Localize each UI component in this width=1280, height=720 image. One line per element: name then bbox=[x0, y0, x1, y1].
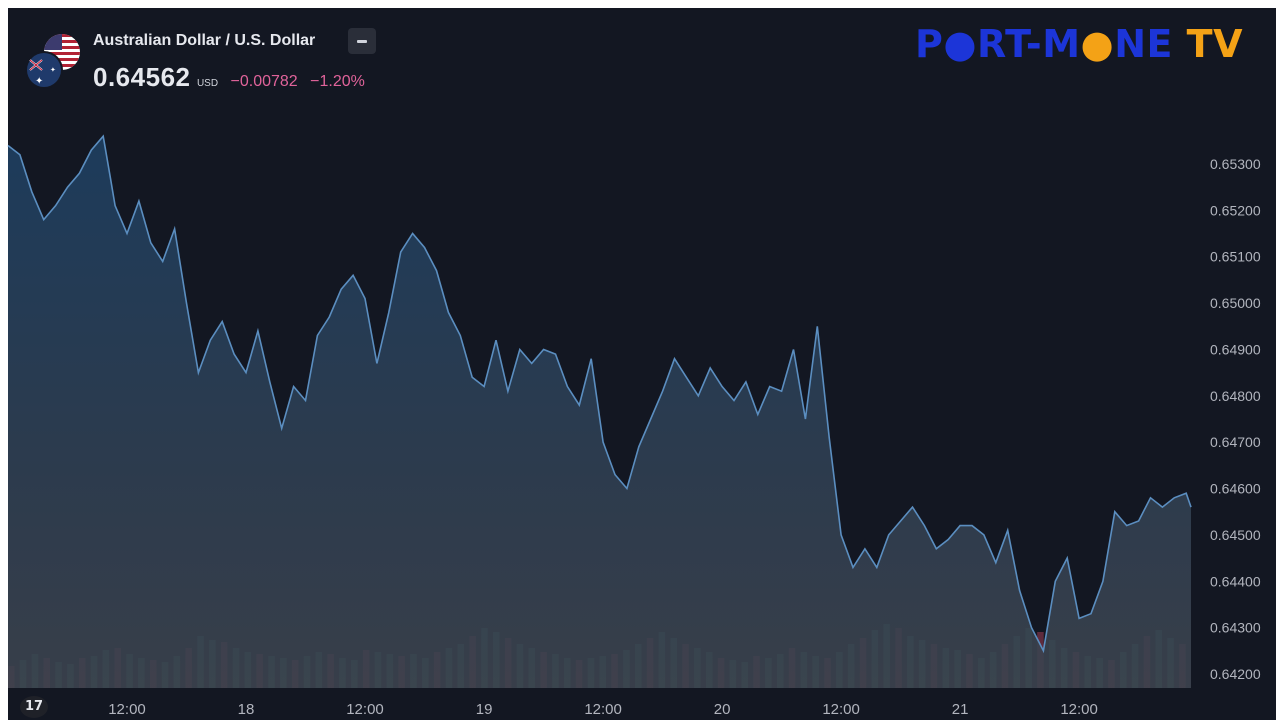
x-tick-label: 12:00 bbox=[822, 701, 860, 718]
tradingview-logo-icon[interactable]: 17 bbox=[20, 696, 48, 718]
y-tick-label: 0.64600 bbox=[1210, 481, 1261, 497]
collapse-button[interactable] bbox=[348, 28, 376, 54]
current-price: 0.64562 bbox=[93, 62, 191, 92]
aud-usd-flags-icon: ✦ ✦ bbox=[25, 34, 80, 89]
y-tick-label: 0.65000 bbox=[1210, 295, 1261, 311]
y-axis: 0.65300 0.65200 0.65100 0.65000 0.64900 0.648… bbox=[1210, 156, 1261, 682]
svg-text:✦: ✦ bbox=[50, 66, 56, 74]
x-tick-label: 12:00 bbox=[584, 701, 622, 718]
price-line bbox=[7, 134, 1192, 654]
svg-text:✦: ✦ bbox=[35, 76, 43, 87]
port-mone-tv-watermark: P●RT-M●NE TV bbox=[915, 22, 1244, 66]
x-axis: 12:00 18 12:00 19 12:00 20 12:00 21 12:00 bbox=[108, 701, 1098, 718]
x-tick-label: 12:00 bbox=[346, 701, 384, 718]
y-tick-label: 0.64200 bbox=[1210, 666, 1261, 682]
x-tick-label: 12:00 bbox=[1060, 701, 1098, 718]
minus-icon bbox=[357, 40, 367, 43]
price-area bbox=[8, 136, 1191, 688]
left-border bbox=[0, 0, 8, 720]
pair-name: Australian Dollar / U.S. Dollar bbox=[93, 32, 316, 49]
x-tick-label: 19 bbox=[476, 701, 493, 718]
x-tick-label: 20 bbox=[714, 701, 731, 718]
price-row: 0.64562 USD −0.00782 −1.20% bbox=[93, 62, 365, 93]
price-change: −0.00782 bbox=[230, 73, 298, 90]
currency-label: USD bbox=[196, 78, 219, 89]
y-tick-label: 0.64500 bbox=[1210, 527, 1261, 543]
x-tick-label: 18 bbox=[238, 701, 255, 718]
y-tick-label: 0.65200 bbox=[1210, 202, 1261, 218]
y-tick-label: 0.65300 bbox=[1210, 156, 1261, 172]
y-tick-label: 0.64800 bbox=[1210, 388, 1261, 404]
price-change-percent: −1.20% bbox=[310, 73, 365, 90]
y-tick-label: 0.64400 bbox=[1210, 573, 1261, 589]
y-tick-label: 0.64900 bbox=[1210, 342, 1261, 358]
y-tick-label: 0.65100 bbox=[1210, 249, 1261, 265]
x-tick-label: 21 bbox=[952, 701, 969, 718]
top-border bbox=[0, 0, 1280, 8]
right-border bbox=[1276, 0, 1280, 720]
y-tick-label: 0.64700 bbox=[1210, 434, 1261, 450]
y-tick-label: 0.64300 bbox=[1210, 620, 1261, 636]
x-tick-label: 12:00 bbox=[108, 701, 146, 718]
